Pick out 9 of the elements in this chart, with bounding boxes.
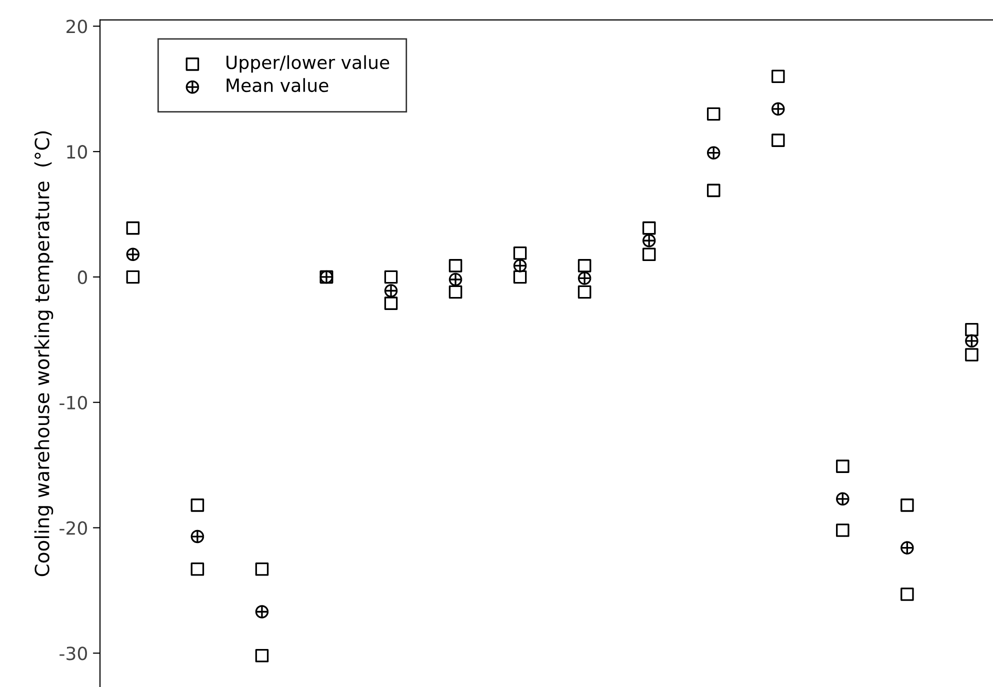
y-tick-label: 0 (78, 270, 87, 284)
y-axis-title: Cooling warehouse working temperature (°C) (34, 131, 54, 576)
y-tick-label: -30 (60, 646, 87, 660)
y-tick-label: 10 (67, 145, 87, 159)
y-tick-label: -20 (60, 521, 87, 535)
y-tick-label: 20 (66, 20, 87, 34)
legend-label: Upper/lower value (226, 55, 390, 73)
y-tick-label: -10 (60, 396, 87, 410)
legend-label: Mean value (226, 78, 328, 92)
